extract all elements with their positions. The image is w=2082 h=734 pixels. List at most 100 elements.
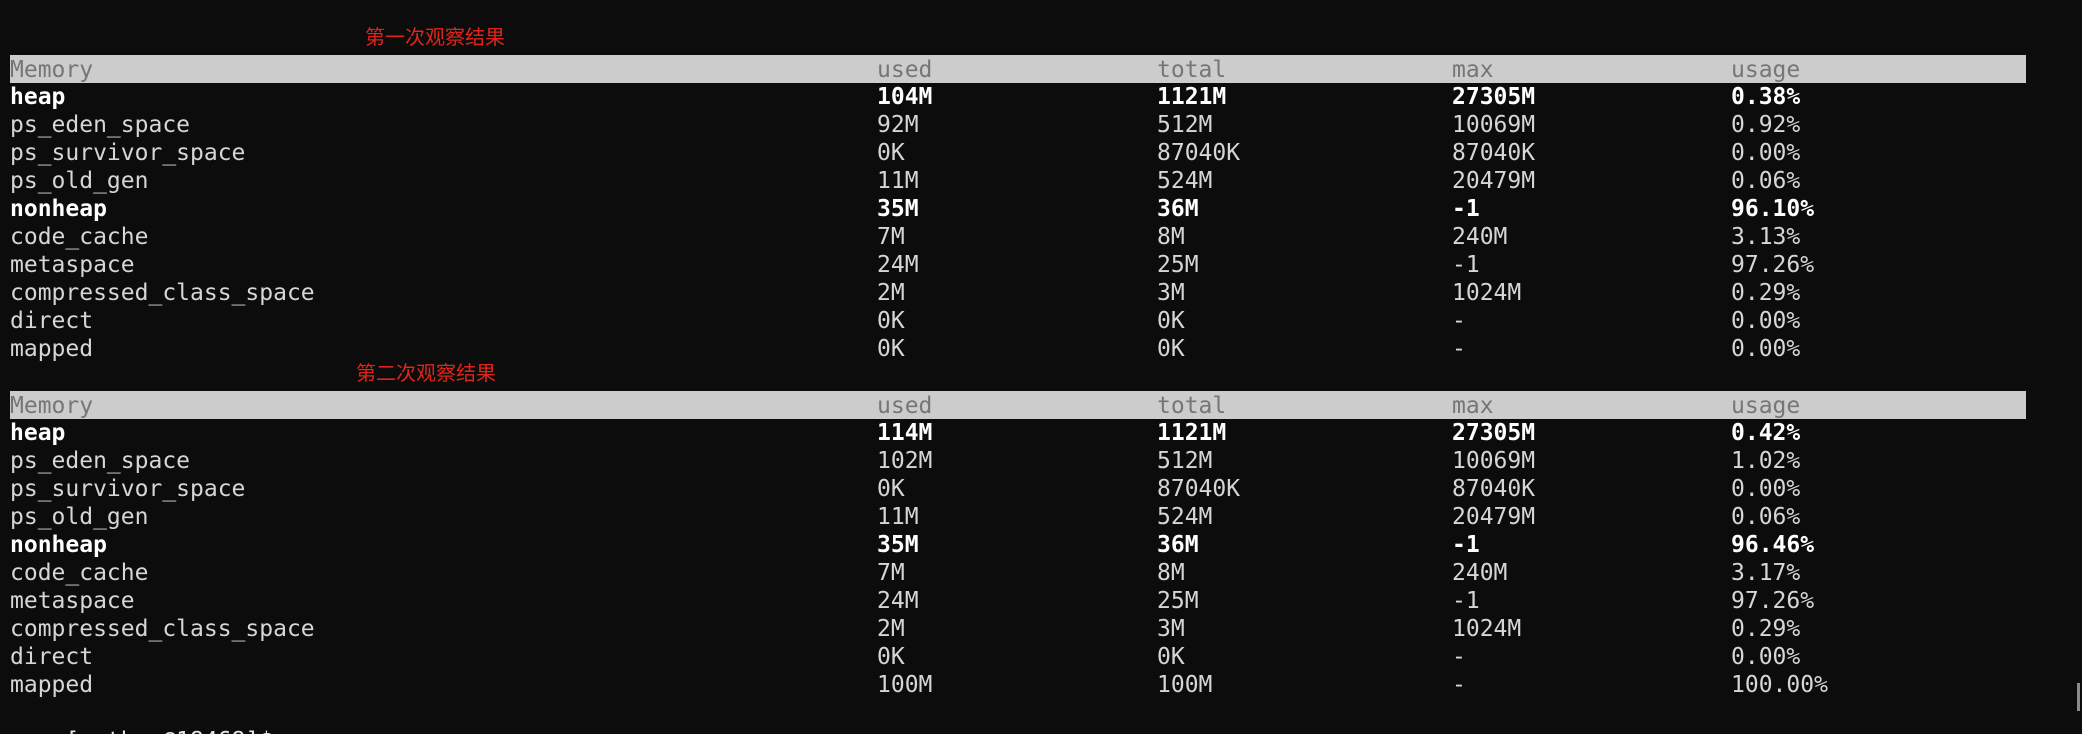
memory-used: 24M <box>877 588 919 614</box>
memory-usage: 0.29% <box>1731 280 1801 306</box>
memory-usage: 97.26% <box>1731 588 1815 614</box>
column-header-total: total <box>1157 57 1227 83</box>
column-header-usage: usage <box>1731 57 1801 83</box>
memory-name: code_cache <box>10 224 149 250</box>
table-row: nonheap 35M 36M -1 96.46% <box>10 531 2060 559</box>
memory-used: 35M <box>877 532 919 558</box>
memory-max: 1024M <box>1452 616 1522 642</box>
memory-used: 102M <box>877 448 933 474</box>
memory-usage: 100.00% <box>1731 672 1828 698</box>
prompt-text: [arthas@18468]$ <box>65 728 273 734</box>
memory-total: 3M <box>1157 616 1185 642</box>
memory-max: -1 <box>1452 252 1480 278</box>
memory-max: 27305M <box>1452 420 1536 446</box>
table-row: mapped 0K 0K - 0.00% <box>10 335 2060 363</box>
memory-max: -1 <box>1452 588 1480 614</box>
scrollbar-thumb[interactable] <box>2077 683 2080 711</box>
memory-name: direct <box>10 308 94 334</box>
memory-used: 0K <box>877 308 905 334</box>
column-header-used: used <box>877 57 933 83</box>
memory-total: 25M <box>1157 588 1199 614</box>
memory-name: nonheap <box>10 196 107 222</box>
memory-usage: 0.29% <box>1731 616 1801 642</box>
memory-name: heap <box>10 420 66 446</box>
column-header-memory: Memory <box>10 57 94 83</box>
table-row: code_cache 7M 8M 240M 3.13% <box>10 223 2060 251</box>
table-row: ps_eden_space 102M 512M 10069M 1.02% <box>10 447 2060 475</box>
column-header-used: used <box>877 393 933 419</box>
memory-used: 92M <box>877 112 919 138</box>
memory-total: 0K <box>1157 644 1185 670</box>
memory-name: code_cache <box>10 560 149 586</box>
memory-max: 1024M <box>1452 280 1522 306</box>
memory-used: 100M <box>877 672 933 698</box>
memory-used: 35M <box>877 196 919 222</box>
memory-used: 0K <box>877 476 905 502</box>
memory-max: 87040K <box>1452 476 1536 502</box>
table-row: direct 0K 0K - 0.00% <box>10 307 2060 335</box>
table-row: code_cache 7M 8M 240M 3.17% <box>10 559 2060 587</box>
command-line: [arthas@18468]$ memory 第二次观察结果 <box>10 361 2060 418</box>
table-row: direct 0K 0K - 0.00% <box>10 643 2060 671</box>
memory-usage: 97.26% <box>1731 252 1815 278</box>
memory-used: 2M <box>877 280 905 306</box>
table-row: mapped 100M 100M - 100.00% <box>10 671 2060 699</box>
memory-max: - <box>1452 308 1466 334</box>
memory-usage: 0.06% <box>1731 504 1801 530</box>
memory-total: 524M <box>1157 504 1213 530</box>
memory-max: - <box>1452 644 1466 670</box>
memory-total: 25M <box>1157 252 1199 278</box>
table-row: nonheap 35M 36M -1 96.10% <box>10 195 2060 223</box>
table-row: ps_eden_space 92M 512M 10069M 0.92% <box>10 111 2060 139</box>
memory-usage: 3.13% <box>1731 224 1801 250</box>
memory-name: compressed_class_space <box>10 280 315 306</box>
memory-used: 0K <box>877 140 905 166</box>
memory-total: 8M <box>1157 560 1185 586</box>
memory-total: 36M <box>1157 532 1199 558</box>
memory-total: 0K <box>1157 336 1185 362</box>
table-row: ps_old_gen 11M 524M 20479M 0.06% <box>10 503 2060 531</box>
memory-name: mapped <box>10 336 94 362</box>
memory-usage: 0.00% <box>1731 476 1801 502</box>
memory-used: 2M <box>877 616 905 642</box>
memory-name: ps_old_gen <box>10 504 149 530</box>
memory-max: 27305M <box>1452 84 1536 110</box>
table-row: compressed_class_space 2M 3M 1024M 0.29% <box>10 615 2060 643</box>
memory-total: 512M <box>1157 448 1213 474</box>
memory-usage: 0.38% <box>1731 84 1801 110</box>
memory-total: 36M <box>1157 196 1199 222</box>
table-row: ps_survivor_space 0K 87040K 87040K 0.00% <box>10 475 2060 503</box>
column-header-max: max <box>1452 393 1494 419</box>
memory-usage: 3.17% <box>1731 560 1801 586</box>
memory-total: 100M <box>1157 672 1213 698</box>
memory-used: 11M <box>877 504 919 530</box>
memory-total: 512M <box>1157 112 1213 138</box>
table-row: ps_old_gen 11M 524M 20479M 0.06% <box>10 167 2060 195</box>
memory-max: 10069M <box>1452 448 1536 474</box>
memory-name: ps_eden_space <box>10 112 191 138</box>
input-prompt-line[interactable]: [arthas@18468]$ <box>10 699 2060 734</box>
memory-max: 20479M <box>1452 504 1536 530</box>
memory-name: compressed_class_space <box>10 616 315 642</box>
memory-used: 114M <box>877 420 933 446</box>
memory-usage: 0.00% <box>1731 140 1801 166</box>
memory-used: 0K <box>877 644 905 670</box>
column-header-max: max <box>1452 57 1494 83</box>
memory-max: 20479M <box>1452 168 1536 194</box>
memory-total: 87040K <box>1157 476 1241 502</box>
table-row: heap 104M 1121M 27305M 0.38% <box>10 83 2060 111</box>
memory-table-header: Memory used total max usage <box>10 391 2026 419</box>
memory-name: ps_eden_space <box>10 448 191 474</box>
memory-name: mapped <box>10 672 94 698</box>
memory-name: ps_old_gen <box>10 168 149 194</box>
column-header-usage: usage <box>1731 393 1801 419</box>
memory-used: 7M <box>877 224 905 250</box>
memory-max: - <box>1452 336 1466 362</box>
memory-used: 0K <box>877 336 905 362</box>
memory-usage: 0.06% <box>1731 168 1801 194</box>
table-row: compressed_class_space 2M 3M 1024M 0.29% <box>10 279 2060 307</box>
memory-usage: 0.92% <box>1731 112 1801 138</box>
memory-max: -1 <box>1452 196 1480 222</box>
column-header-total: total <box>1157 393 1227 419</box>
memory-usage: 1.02% <box>1731 448 1801 474</box>
